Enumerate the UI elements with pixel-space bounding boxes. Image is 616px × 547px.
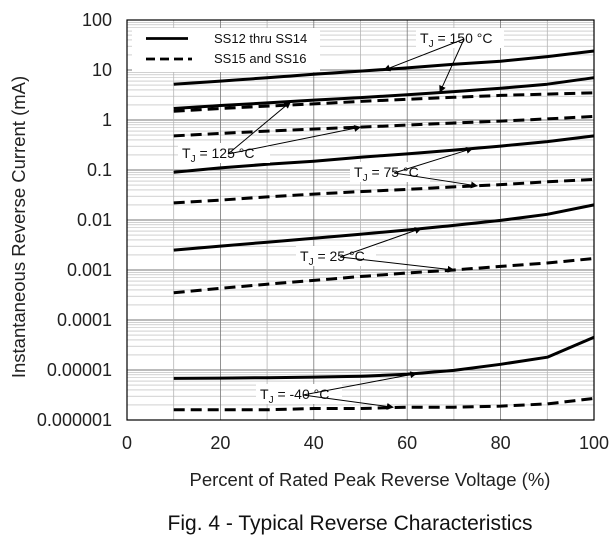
grid bbox=[127, 20, 594, 421]
y-tick-label: 100 bbox=[82, 10, 112, 30]
annotation-3: TJ = 25 °C bbox=[296, 227, 455, 273]
annotations: TJ = 150 °C TJ = 125 °C TJ = 75 °C TJ = 25 … bbox=[178, 28, 504, 410]
series-line-3 bbox=[173, 114, 595, 138]
series-line-6 bbox=[173, 203, 595, 252]
annotation-arrow bbox=[227, 124, 362, 155]
annotation-label: TJ = -40 °C bbox=[260, 386, 329, 406]
plot-frame bbox=[126, 19, 595, 421]
annotation-arrow bbox=[439, 38, 465, 93]
x-tick-label: 20 bbox=[210, 433, 230, 453]
annotation-arrow bbox=[393, 172, 478, 189]
series-line-9 bbox=[173, 396, 595, 412]
annotation-arrow bbox=[383, 38, 465, 72]
y-tick-label: 10 bbox=[92, 60, 112, 80]
legend-label-dashed: SS15 and SS16 bbox=[214, 51, 307, 66]
x-axis-title: Percent of Rated Peak Reverse Voltage (%… bbox=[190, 469, 551, 490]
legend: SS12 thru SS14 SS15 and SS16 bbox=[132, 28, 320, 72]
annotation-arrow bbox=[339, 256, 455, 273]
annotation-label: TJ = 125 °C bbox=[182, 145, 254, 165]
annotation-arrow bbox=[302, 371, 418, 396]
annotation-1: TJ = 125 °C bbox=[178, 101, 362, 165]
series-line-8 bbox=[173, 335, 595, 380]
y-tick-label: 0.1 bbox=[87, 160, 112, 180]
y-tick-label: 0.00001 bbox=[47, 360, 112, 380]
tick-labels: 0 20 40 60 80 100 0.000001 0.00001 0.0001 0.001 0.… bbox=[37, 10, 609, 453]
annotation-arrow bbox=[302, 394, 394, 410]
annotation-arrow bbox=[393, 146, 474, 174]
series-line-5 bbox=[173, 177, 595, 205]
x-tick-label: 60 bbox=[397, 433, 417, 453]
annotation-2: TJ = 75 °C bbox=[350, 146, 478, 189]
y-axis-title: Instantaneous Reverse Current (mA) bbox=[8, 76, 29, 378]
y-tick-label: 0.001 bbox=[67, 260, 112, 280]
y-tick-label: 0.000001 bbox=[37, 410, 112, 430]
annotation-box bbox=[256, 384, 342, 404]
y-tick-label: 0.0001 bbox=[57, 310, 112, 330]
legend-label-solid: SS12 thru SS14 bbox=[214, 31, 307, 46]
series-line-7 bbox=[173, 257, 595, 295]
x-tick-label: 40 bbox=[304, 433, 324, 453]
annotation-4: TJ = -40 °C bbox=[256, 371, 418, 410]
y-tick-label: 1 bbox=[102, 110, 112, 130]
annotation-arrow bbox=[339, 227, 422, 258]
legend-box bbox=[132, 28, 320, 72]
series-layer bbox=[173, 49, 595, 412]
annotation-label: TJ = 150 °C bbox=[420, 30, 492, 50]
x-tick-label: 0 bbox=[122, 433, 132, 453]
annotation-arrow bbox=[227, 101, 291, 155]
y-tick-label: 0.01 bbox=[77, 210, 112, 230]
annotation-box bbox=[350, 162, 430, 182]
series-line-1 bbox=[173, 76, 595, 110]
annotation-0: TJ = 150 °C bbox=[383, 28, 504, 93]
series-line-4 bbox=[173, 134, 595, 174]
x-tick-label: 80 bbox=[491, 433, 511, 453]
annotation-box bbox=[416, 28, 504, 48]
figure-caption: Fig. 4 - Typical Reverse Characteristics bbox=[168, 512, 533, 535]
annotation-label: TJ = 25 °C bbox=[300, 248, 365, 268]
series-line-2 bbox=[173, 91, 595, 113]
annotation-label: TJ = 75 °C bbox=[354, 164, 419, 184]
annotation-box bbox=[178, 143, 270, 163]
x-tick-label: 100 bbox=[579, 433, 609, 453]
